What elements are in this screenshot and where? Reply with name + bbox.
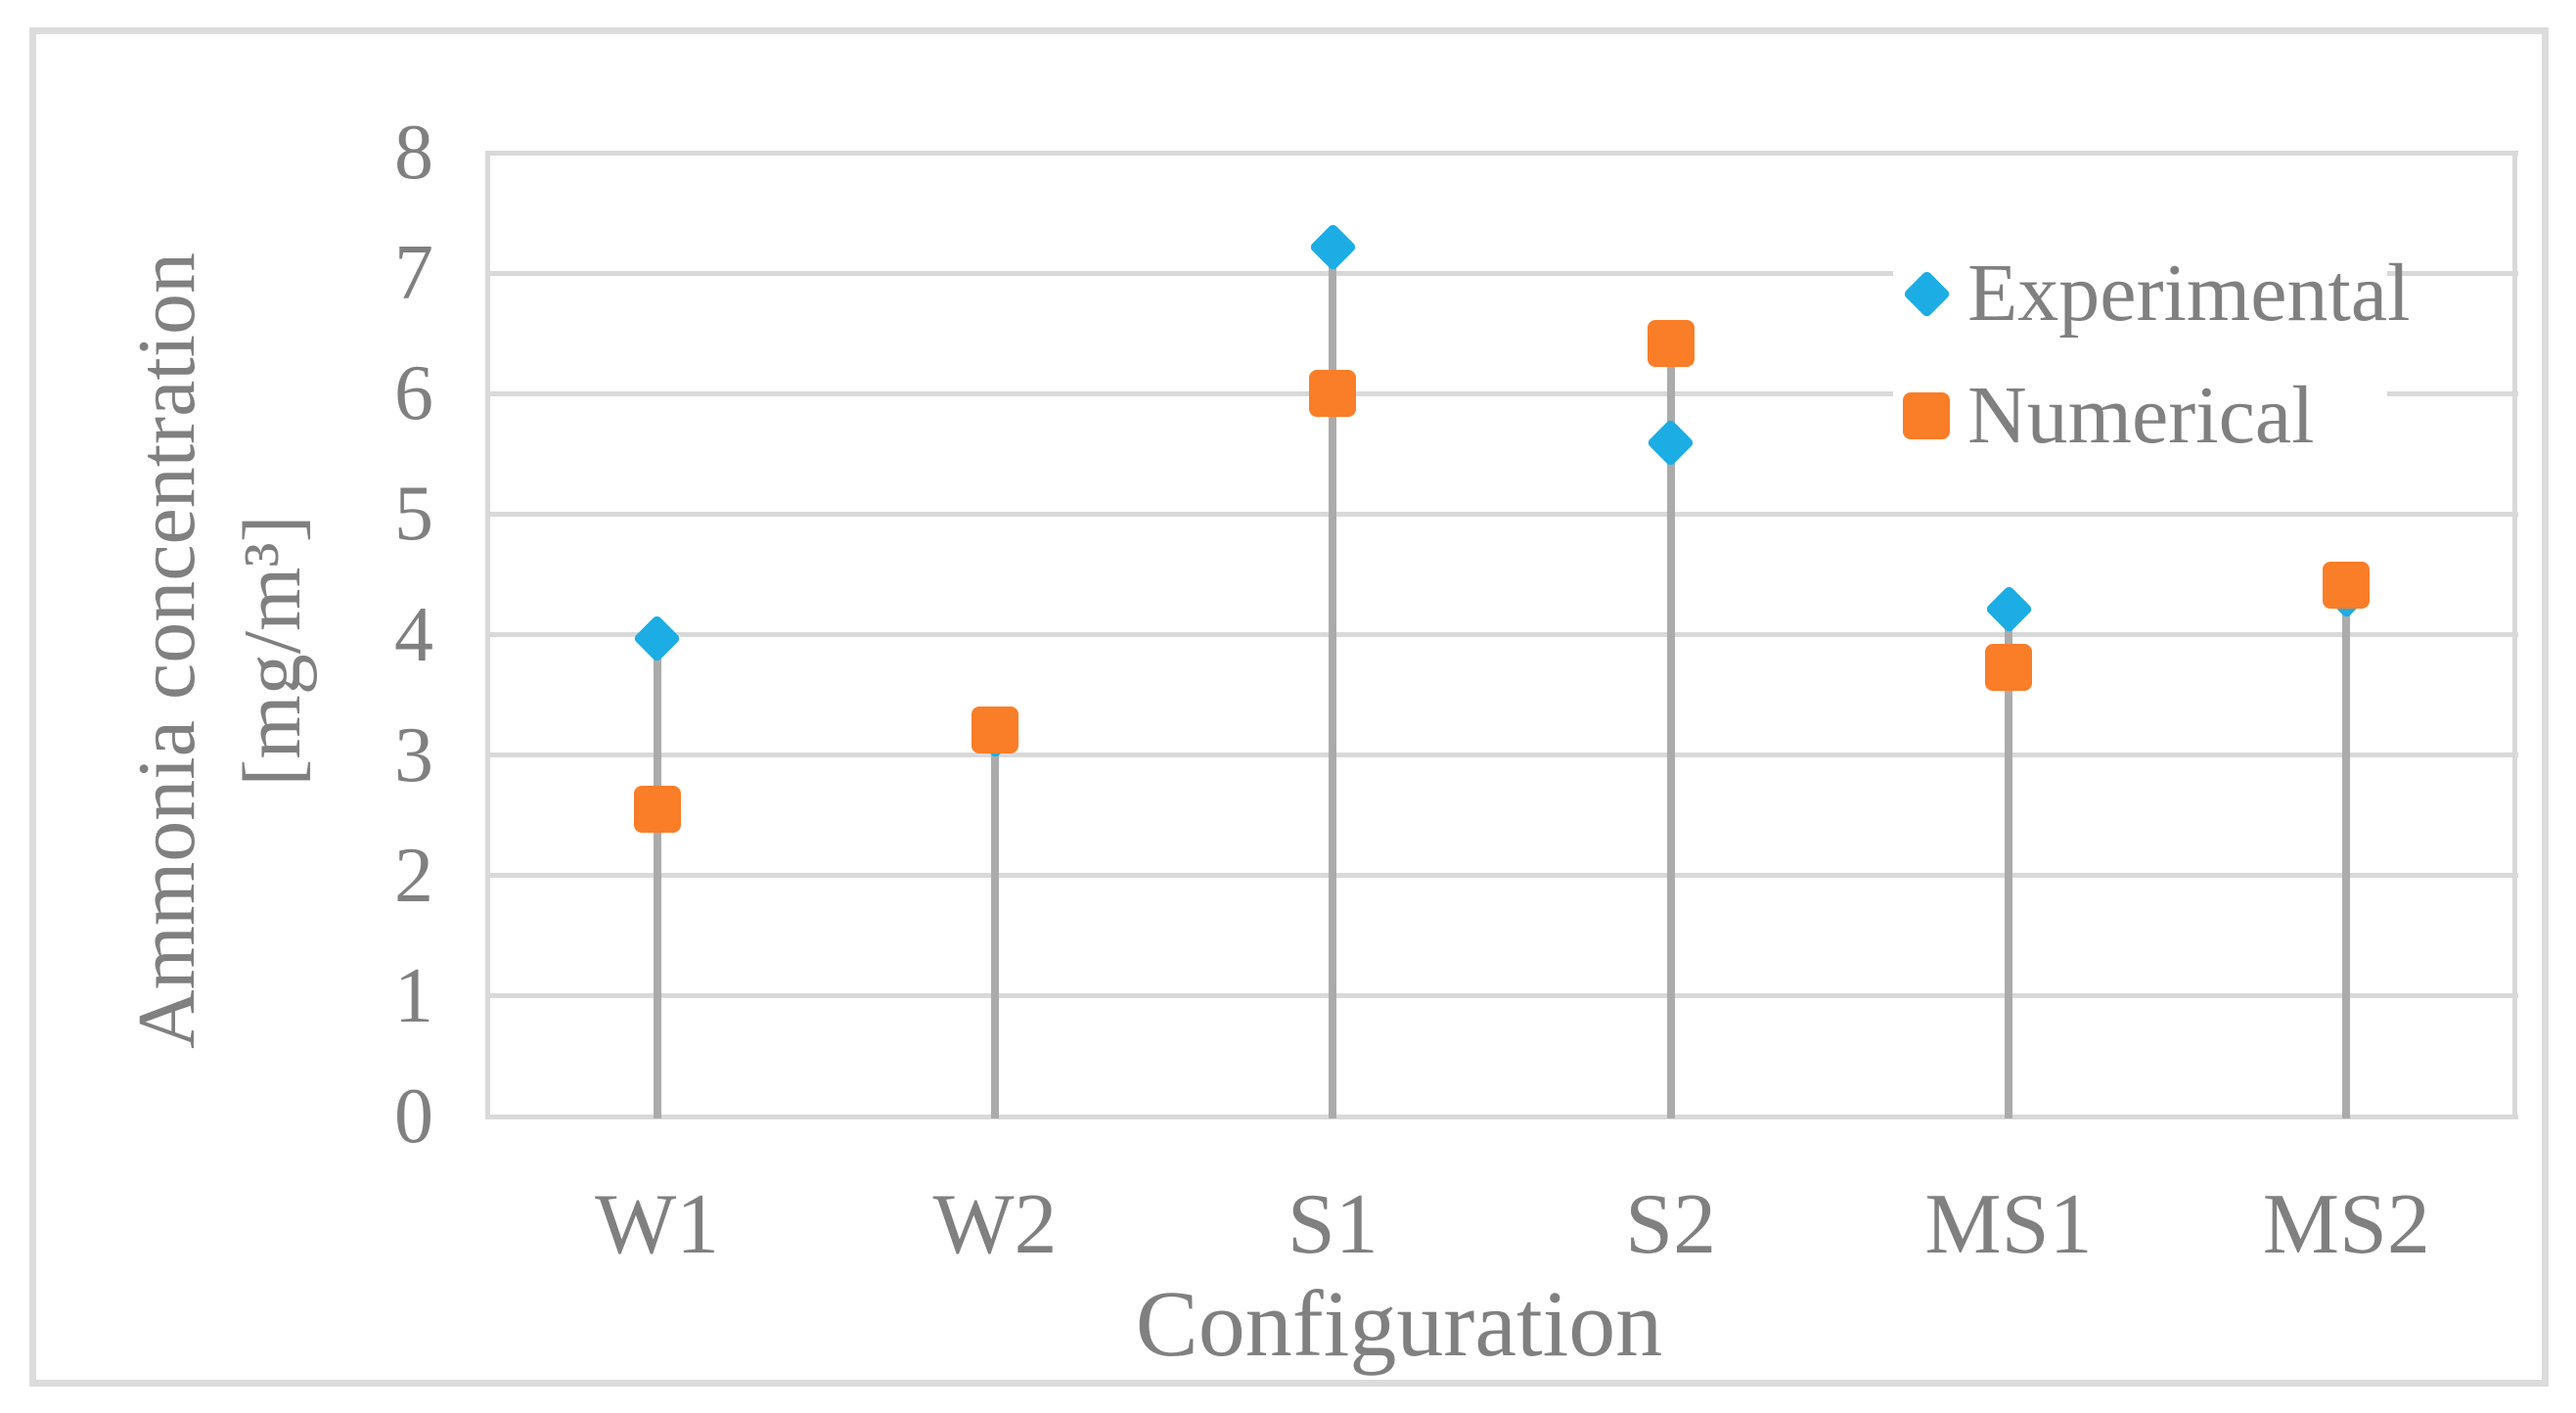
gridline-y-6 <box>485 390 2518 396</box>
legend-entry-numerical: Numerical <box>1893 361 2387 471</box>
drop-line-W1 <box>653 638 661 1118</box>
gridline-y-1 <box>485 993 2518 999</box>
y-tick-label-0: 0 <box>394 1073 433 1160</box>
y-tick-label-4: 4 <box>394 591 433 678</box>
legend-entry-experimental: Experimental <box>1893 239 2410 348</box>
x-tick-label-MS2: MS2 <box>2262 1177 2430 1272</box>
gridline-y-8 <box>485 150 2518 156</box>
y-axis-title-line2: [mg/m³] <box>227 515 318 787</box>
x-tick-label-W1: W1 <box>595 1177 720 1272</box>
x-tick-label-W2: W2 <box>932 1177 1058 1272</box>
marker-numerical-MS1 <box>1985 643 2032 691</box>
marker-numerical-W2 <box>972 706 1018 753</box>
diamond-icon <box>1902 269 1951 318</box>
x-tick-label-S2: S2 <box>1625 1177 1717 1272</box>
gridline-y-3 <box>485 752 2518 758</box>
legend-label-experimental: Experimental <box>1967 248 2411 339</box>
marker-numerical-MS2 <box>2323 562 2371 610</box>
square-icon <box>1903 392 1950 439</box>
legend-square-icon <box>1899 388 1954 443</box>
drop-line-S1 <box>1329 247 1337 1118</box>
marker-numerical-S1 <box>1309 370 1357 418</box>
legend-diamond-icon <box>1899 266 1954 321</box>
marker-numerical-W1 <box>633 786 681 834</box>
legend: Experimental Numerical <box>1893 233 2410 460</box>
gridline-y-2 <box>485 873 2518 879</box>
y-tick-label-6: 6 <box>394 350 433 437</box>
gridline-y-0 <box>485 1114 2518 1119</box>
drop-line-MS1 <box>2005 609 2012 1118</box>
plot-right-border <box>2512 150 2517 1119</box>
y-axis-title-line1: Ammonia concentration <box>121 251 212 1050</box>
drop-line-MS2 <box>2342 585 2351 1118</box>
y-axis-title: Ammonia concentration [mg/m³] <box>114 88 326 1213</box>
gridline-y-7 <box>485 270 2518 276</box>
y-tick-label-1: 1 <box>394 952 433 1039</box>
gridline-y-4 <box>485 632 2518 637</box>
y-tick-label-7: 7 <box>394 230 433 317</box>
legend-label-numerical: Numerical <box>1967 370 2315 461</box>
x-axis-title: Configuration <box>1135 1271 1663 1376</box>
y-tick-label-3: 3 <box>394 711 433 798</box>
gridline-y-5 <box>485 511 2518 517</box>
y-tick-label-8: 8 <box>394 110 433 196</box>
y-tick-label-5: 5 <box>394 471 433 558</box>
drop-line-W2 <box>991 729 999 1118</box>
x-tick-label-S1: S1 <box>1287 1177 1378 1272</box>
plot-left-border <box>485 150 490 1119</box>
drop-line-S2 <box>1666 342 1675 1118</box>
marker-numerical-S2 <box>1647 319 1695 367</box>
x-tick-label-MS1: MS1 <box>1924 1177 2093 1272</box>
y-tick-label-2: 2 <box>394 832 433 919</box>
